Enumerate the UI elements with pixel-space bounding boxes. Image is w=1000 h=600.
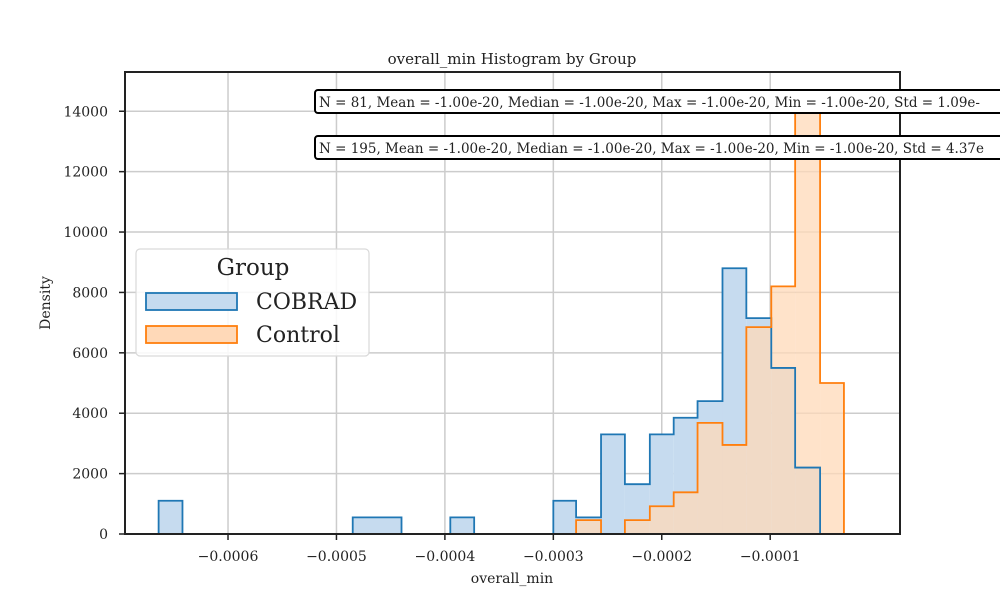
x-tick-label: −0.0002: [631, 549, 692, 565]
legend-label-control: Control: [256, 323, 340, 348]
legend: Group COBRAD Control: [135, 248, 370, 357]
control-bar: [576, 520, 602, 534]
legend-swatch-cobrad: [145, 292, 238, 311]
y-tick-label: 6000: [72, 346, 108, 362]
control-bar: [722, 444, 747, 534]
y-tick-label: 8000: [72, 285, 108, 301]
x-axis-ticks: −0.0006 −0.0005 −0.0004 −0.0003 −0.0002 −0.00…: [198, 534, 801, 565]
cobrad-bar: [352, 517, 402, 534]
control-bar: [795, 102, 821, 534]
y-tick-label: 10000: [63, 225, 108, 241]
cobrad-bar: [553, 500, 577, 534]
x-tick-label: −0.0005: [306, 549, 367, 565]
control-bar: [771, 286, 796, 534]
control-bar: [673, 492, 698, 534]
cobrad-bar: [450, 517, 475, 534]
y-axis-label: Density: [38, 276, 54, 330]
y-tick-label: 12000: [63, 165, 108, 181]
cobrad-bar: [158, 500, 183, 534]
chart-title: overall_min Histogram by Group: [388, 50, 637, 68]
cobrad-outline: [157, 267, 821, 535]
stats-text-control: N = 195, Mean = -1.00e-20, Median = -1.0…: [319, 141, 984, 157]
stats-text-cobrad: N = 81, Mean = -1.00e-20, Median = -1.00…: [319, 95, 980, 111]
y-tick-label: 14000: [63, 104, 108, 120]
legend-swatch-control: [145, 325, 238, 344]
control-bar: [649, 506, 674, 534]
x-tick-label: −0.0003: [523, 549, 584, 565]
x-tick-label: −0.0006: [198, 549, 259, 565]
plot-frame: [124, 71, 901, 535]
cobrad-bar: [601, 434, 625, 534]
control-bar: [820, 383, 844, 534]
y-tick-label: 4000: [72, 406, 108, 422]
legend-title: Group: [217, 255, 290, 281]
x-tick-label: −0.0001: [740, 549, 801, 565]
stats-annotation-control: N = 195, Mean = -1.00e-20, Median = -1.0…: [314, 135, 1000, 160]
control-series: [576, 102, 844, 534]
x-tick-label: −0.0004: [415, 549, 476, 565]
stats-annotation-cobrad: N = 81, Mean = -1.00e-20, Median = -1.00…: [314, 89, 1000, 114]
y-axis-ticks: 0 2000 4000 6000 8000 10000 12000 14000: [63, 104, 125, 543]
control-bar: [697, 422, 723, 534]
control-bar: [746, 327, 772, 534]
control-bar: [624, 520, 650, 534]
y-tick-label: 2000: [72, 467, 108, 483]
x-axis-label: overall_min: [471, 571, 553, 587]
y-tick-label: 0: [99, 527, 108, 543]
legend-label-cobrad: COBRAD: [256, 290, 357, 315]
